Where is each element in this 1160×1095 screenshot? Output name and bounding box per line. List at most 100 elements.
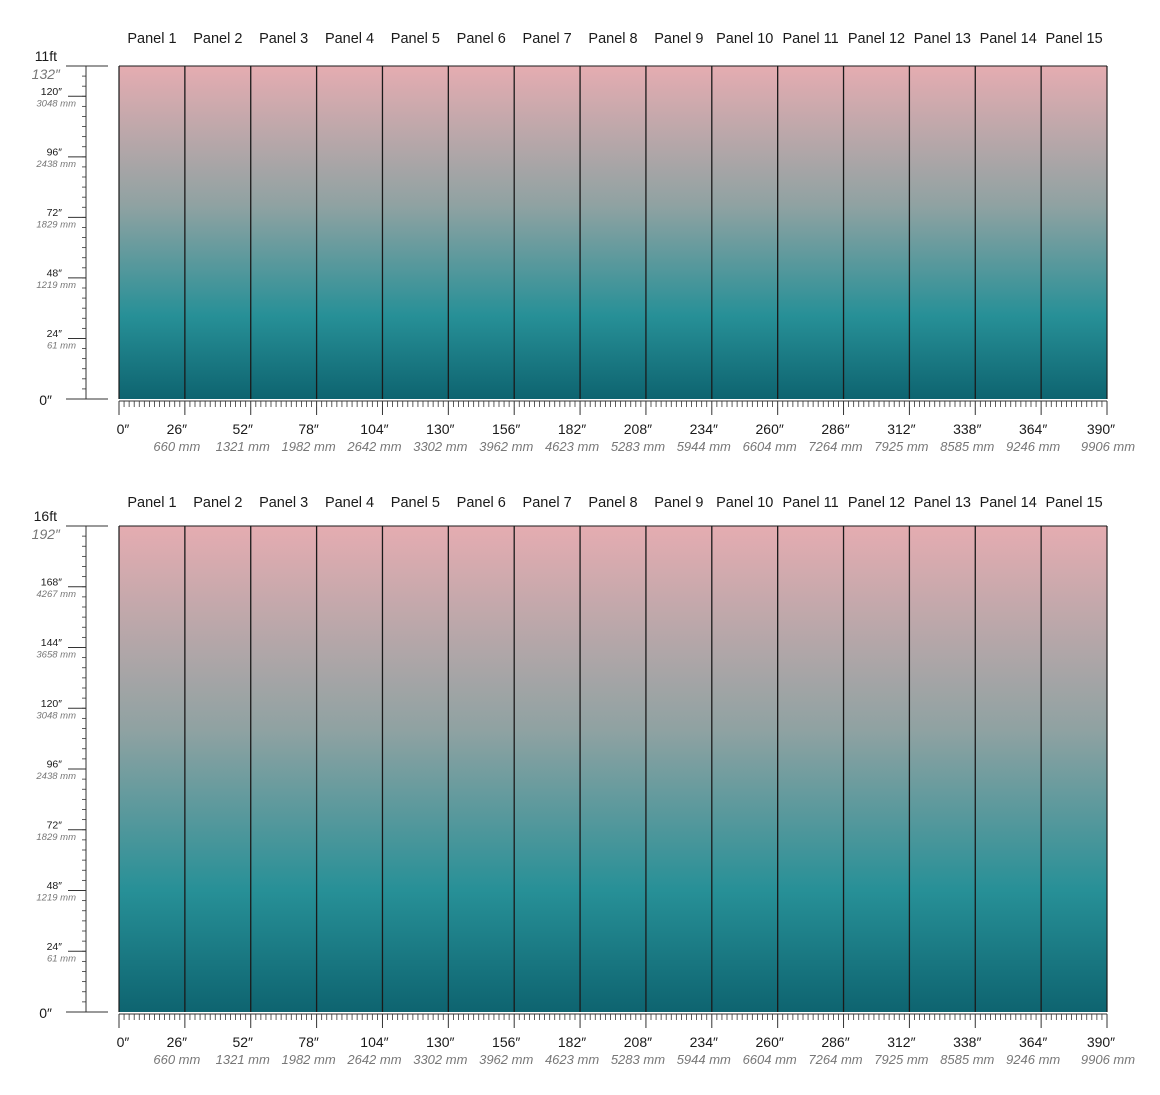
width-tick-inches: 182″ <box>558 421 586 437</box>
width-tick-mm: 9246 mm <box>1006 439 1060 454</box>
width-tick-inches: 0″ <box>117 1034 130 1050</box>
height-tick-inches: 72″ <box>47 207 63 219</box>
panel-label: Panel 6 <box>457 31 506 47</box>
width-tick-mm: 1321 mm <box>216 1052 270 1067</box>
width-tick-mm: 7925 mm <box>874 439 928 454</box>
panel-label: Panel 11 <box>783 31 839 47</box>
panel-label: Panel 13 <box>914 495 971 511</box>
height-tick-inches: 48″ <box>47 267 63 279</box>
panel-label: Panel 3 <box>259 31 308 47</box>
width-tick-mm: 660 mm <box>153 439 200 454</box>
width-tick-mm: 660 mm <box>153 1052 200 1067</box>
width-tick-mm: 5283 mm <box>611 1052 665 1067</box>
width-tick-inches: 130″ <box>426 421 454 437</box>
height-tick-mm: 3658 mm <box>36 650 76 661</box>
width-tick-mm: 1982 mm <box>281 439 335 454</box>
width-tick-inches: 104″ <box>360 421 388 437</box>
width-tick-mm: 4623 mm <box>545 439 599 454</box>
width-tick-mm: 1321 mm <box>216 439 270 454</box>
diagram-16ft: Panel 1 Panel 2 Panel 3 Panel 4 Panel 5 Panel… <box>32 495 1136 1067</box>
panel-label: Panel 12 <box>848 31 905 47</box>
width-tick-inches: 208″ <box>624 421 652 437</box>
height-inches-label: 192″ <box>32 526 61 542</box>
panel-label: Panel 5 <box>391 31 440 47</box>
width-tick-inches: 26″ <box>167 421 188 437</box>
width-tick-inches: 364″ <box>1019 1034 1047 1050</box>
panel-label: Panel 1 <box>127 31 176 47</box>
width-tick-inches: 78″ <box>298 1034 319 1050</box>
width-tick-mm: 9906 mm <box>1081 1052 1135 1067</box>
width-tick-inches: 52″ <box>232 1034 253 1050</box>
height-tick-mm: 1219 mm <box>36 893 76 904</box>
width-tick-mm: 2642 mm <box>346 1052 401 1067</box>
width-tick-mm: 6604 mm <box>743 439 797 454</box>
height-ruler: 120″3048 mm 96″2438 mm 72″1829 mm 48″1219 m… <box>32 48 108 408</box>
height-zero-label: 0″ <box>39 392 52 408</box>
height-tick-inches: 24″ <box>47 941 63 953</box>
width-tick-inches: 338″ <box>953 1034 981 1050</box>
wall-gradient-area <box>119 66 1107 399</box>
panel-label: Panel 13 <box>914 31 971 47</box>
width-tick-inches: 390″ <box>1087 421 1115 437</box>
height-tick-mm: 2438 mm <box>35 771 76 782</box>
width-tick-inches: 104″ <box>360 1034 388 1050</box>
height-tick-inches: 168″ <box>41 576 63 588</box>
height-tick-mm: 61 mm <box>47 953 76 964</box>
panel-label: Panel 12 <box>848 495 905 511</box>
width-tick-mm: 2642 mm <box>346 439 401 454</box>
width-tick-mm: 3962 mm <box>479 439 533 454</box>
height-tick-mm: 4267 mm <box>36 589 76 600</box>
panel-label: Panel 9 <box>654 31 703 47</box>
width-tick-mm: 3302 mm <box>413 439 467 454</box>
panel-label: Panel 15 <box>1045 31 1102 47</box>
height-tick-inches: 120″ <box>41 86 63 98</box>
panel-label: Panel 15 <box>1045 495 1102 511</box>
width-tick-inches: 208″ <box>624 1034 652 1050</box>
height-tick-inches: 96″ <box>47 146 63 158</box>
height-tick-mm: 1219 mm <box>36 280 76 291</box>
wall-gradient-area <box>119 526 1107 1012</box>
panel-label: Panel 10 <box>716 495 773 511</box>
width-tick-inches: 234″ <box>690 421 718 437</box>
panel-label: Panel 9 <box>654 495 703 511</box>
panel-label: Panel 11 <box>783 495 839 511</box>
width-tick-mm: 8585 mm <box>940 439 994 454</box>
width-tick-inches: 26″ <box>167 1034 188 1050</box>
panel-label: Panel 8 <box>588 31 637 47</box>
panel-label: Panel 1 <box>127 495 176 511</box>
width-tick-mm: 9906 mm <box>1081 439 1135 454</box>
width-tick-inches: 182″ <box>558 1034 586 1050</box>
height-tick-inches: 48″ <box>47 880 63 892</box>
panel-label: Panel 6 <box>457 495 506 511</box>
height-tick-mm: 61 mm <box>47 340 76 351</box>
height-tick-inches: 96″ <box>47 759 63 771</box>
height-tick-mm: 3048 mm <box>36 98 76 109</box>
panel-label: Panel 14 <box>980 495 1037 511</box>
width-tick-inches: 52″ <box>232 421 253 437</box>
panel-label: Panel 7 <box>523 31 572 47</box>
width-tick-inches: 0″ <box>117 421 130 437</box>
width-tick-inches: 260″ <box>756 1034 784 1050</box>
width-tick-mm: 1982 mm <box>281 1052 335 1067</box>
width-tick-inches: 338″ <box>953 421 981 437</box>
height-tick-inches: 24″ <box>47 328 63 340</box>
width-tick-mm: 8585 mm <box>940 1052 994 1067</box>
width-tick-inches: 312″ <box>887 1034 915 1050</box>
height-tick-mm: 3048 mm <box>36 710 76 721</box>
width-tick-mm: 7925 mm <box>874 1052 928 1067</box>
diagram-11ft: Panel 1 Panel 2 Panel 3 Panel 4 Panel 5 Panel… <box>32 31 1136 454</box>
height-tick-inches: 120″ <box>41 698 63 710</box>
width-tick-mm: 5944 mm <box>677 439 731 454</box>
width-tick-mm: 9246 mm <box>1006 1052 1060 1067</box>
width-tick-mm: 4623 mm <box>545 1052 599 1067</box>
panel-label: Panel 14 <box>980 31 1037 47</box>
width-tick-mm: 7264 mm <box>808 439 862 454</box>
panel-label: Panel 4 <box>325 495 374 511</box>
width-tick-mm: 3962 mm <box>479 1052 533 1067</box>
width-tick-mm: 7264 mm <box>808 1052 862 1067</box>
height-zero-label: 0″ <box>39 1005 52 1021</box>
panel-label: Panel 8 <box>588 495 637 511</box>
width-tick-inches: 234″ <box>690 1034 718 1050</box>
panel-label: Panel 3 <box>259 495 308 511</box>
